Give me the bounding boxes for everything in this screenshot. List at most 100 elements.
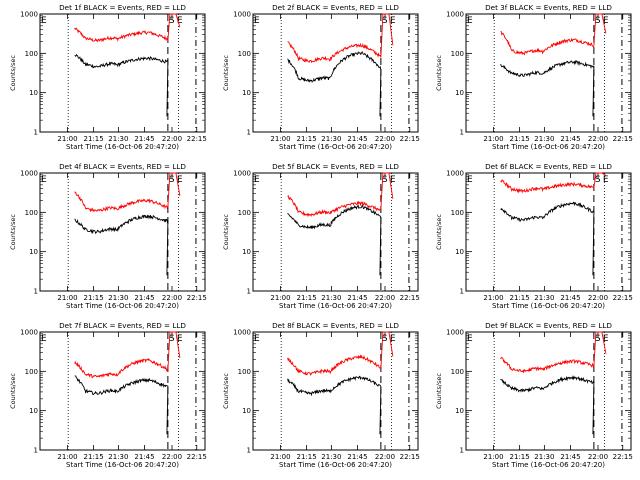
y-tick-label: 1000 <box>446 329 464 337</box>
x-tick-label: 21:30 <box>321 294 341 302</box>
panel-title: Det 1f BLACK = Events, RED = LLD <box>59 3 186 12</box>
x-tick-label: 21:00 <box>483 135 503 143</box>
y-tick-label: 1 <box>34 288 38 296</box>
x-tick-label: 22:15 <box>400 135 420 143</box>
lld-series-line <box>287 172 394 218</box>
x-axis-label: Start Time (16-Oct-06 20:47:20) <box>279 143 392 151</box>
x-tick-label: 21:45 <box>560 135 580 143</box>
y-tick-label: 1 <box>460 447 464 455</box>
x-tick-label: 22:00 <box>588 453 608 461</box>
y-tick-label: 100 <box>451 209 464 217</box>
x-tick-label: 21:30 <box>108 135 128 143</box>
x-axis-label: Start Time (16-Oct-06 20:47:20) <box>279 461 392 469</box>
plot-frame <box>39 172 206 292</box>
marker-label-e: E <box>41 334 47 344</box>
plot-frame <box>252 172 419 292</box>
x-tick-label: 21:30 <box>108 453 128 461</box>
lld-series-line <box>74 13 181 43</box>
marker-label-e: E <box>254 175 260 185</box>
x-tick-label: 21:30 <box>108 294 128 302</box>
x-tick-label: 22:15 <box>613 294 633 302</box>
x-tick-label: 21:45 <box>347 135 367 143</box>
x-tick-label: 21:00 <box>483 453 503 461</box>
y-axis-label: Counts/sec <box>9 214 17 250</box>
y-axis-label: Counts/sec <box>222 373 230 409</box>
x-tick-label: 22:00 <box>375 135 395 143</box>
x-tick-label: 21:15 <box>84 294 104 302</box>
x-axis-label: Start Time (16-Oct-06 20:47:20) <box>66 461 179 469</box>
y-axis-label: Counts/sec <box>222 55 230 91</box>
x-tick-label: 21:00 <box>270 135 290 143</box>
events-series-line <box>500 201 595 276</box>
events-series-line <box>287 51 382 117</box>
y-tick-label: 1000 <box>233 329 251 337</box>
y-tick-label: 10 <box>242 248 251 256</box>
marker-label-e: E <box>254 334 260 344</box>
plot-frame <box>39 331 206 451</box>
y-tick-label: 100 <box>25 209 38 217</box>
x-tick-label: 21:45 <box>560 294 580 302</box>
x-tick-label: 22:00 <box>588 135 608 143</box>
x-tick-label: 22:15 <box>613 453 633 461</box>
x-tick-label: 21:15 <box>510 294 530 302</box>
y-tick-label: 1 <box>460 288 464 296</box>
y-tick-label: 10 <box>29 89 38 97</box>
marker-label-s: S <box>595 334 601 344</box>
x-tick-label: 21:00 <box>270 294 290 302</box>
x-tick-label: 22:15 <box>187 453 207 461</box>
detector-panel-7: Det 7f BLACK = Events, RED = LLD 1 10 100 10… <box>9 321 207 469</box>
detector-panel-4: Det 4f BLACK = Events, RED = LLD 1 10 100 10… <box>9 162 207 310</box>
y-tick-label: 100 <box>238 209 251 217</box>
plot-frame <box>465 172 632 292</box>
y-tick-label: 1 <box>247 447 251 455</box>
lld-series-line <box>287 331 394 376</box>
y-tick-label: 100 <box>25 50 38 58</box>
marker-label-e: E <box>41 175 47 185</box>
events-series-line <box>287 204 382 276</box>
lld-series-line <box>500 13 607 56</box>
x-tick-label: 21:00 <box>57 294 77 302</box>
x-axis-label: Start Time (16-Oct-06 20:47:20) <box>492 143 605 151</box>
y-tick-label: 10 <box>455 248 464 256</box>
x-tick-label: 21:45 <box>347 453 367 461</box>
x-tick-label: 22:15 <box>400 453 420 461</box>
x-tick-label: 21:30 <box>534 294 554 302</box>
x-axis-label: Start Time (16-Oct-06 20:47:20) <box>492 302 605 310</box>
x-tick-label: 22:15 <box>187 135 207 143</box>
detector-panel-9: Det 9f BLACK = Events, RED = LLD 1 10 100 10… <box>435 321 633 469</box>
detector-panel-6: Det 6f BLACK = Events, RED = LLD 1 10 100 10… <box>435 162 633 310</box>
x-axis-label: Start Time (16-Oct-06 20:47:20) <box>492 461 605 469</box>
x-tick-label: 21:30 <box>534 135 554 143</box>
x-tick-label: 21:15 <box>297 294 317 302</box>
x-tick-label: 22:00 <box>162 135 182 143</box>
x-axis-label: Start Time (16-Oct-06 20:47:20) <box>66 302 179 310</box>
y-tick-label: 10 <box>455 407 464 415</box>
events-series-line <box>500 59 595 117</box>
marker-label-e: E <box>467 175 473 185</box>
events-series-line <box>500 375 595 435</box>
marker-label-e: E <box>390 175 396 185</box>
marker-label-e: E <box>177 175 183 185</box>
y-tick-label: 100 <box>238 368 251 376</box>
marker-label-s: S <box>382 334 388 344</box>
detector-panel-1: Det 1f BLACK = Events, RED = LLD 1 10 100 10… <box>9 3 207 151</box>
x-tick-label: 21:45 <box>134 294 154 302</box>
x-tick-label: 22:00 <box>162 294 182 302</box>
y-tick-label: 10 <box>29 248 38 256</box>
y-tick-label: 100 <box>238 50 251 58</box>
x-axis-label: Start Time (16-Oct-06 20:47:20) <box>66 143 179 151</box>
y-tick-label: 10 <box>242 407 251 415</box>
y-tick-label: 1 <box>247 129 251 137</box>
x-tick-label: 21:45 <box>134 135 154 143</box>
marker-label-s: S <box>382 175 388 185</box>
panel-title: Det 2f BLACK = Events, RED = LLD <box>272 3 399 12</box>
x-tick-label: 22:15 <box>613 135 633 143</box>
y-tick-label: 1 <box>34 129 38 137</box>
y-tick-label: 10 <box>242 89 251 97</box>
y-tick-label: 100 <box>25 368 38 376</box>
marker-label-e: E <box>41 16 47 26</box>
detector-panel-8: Det 8f BLACK = Events, RED = LLD 1 10 100 10… <box>222 321 420 469</box>
x-tick-label: 21:15 <box>297 453 317 461</box>
x-tick-label: 21:30 <box>321 453 341 461</box>
